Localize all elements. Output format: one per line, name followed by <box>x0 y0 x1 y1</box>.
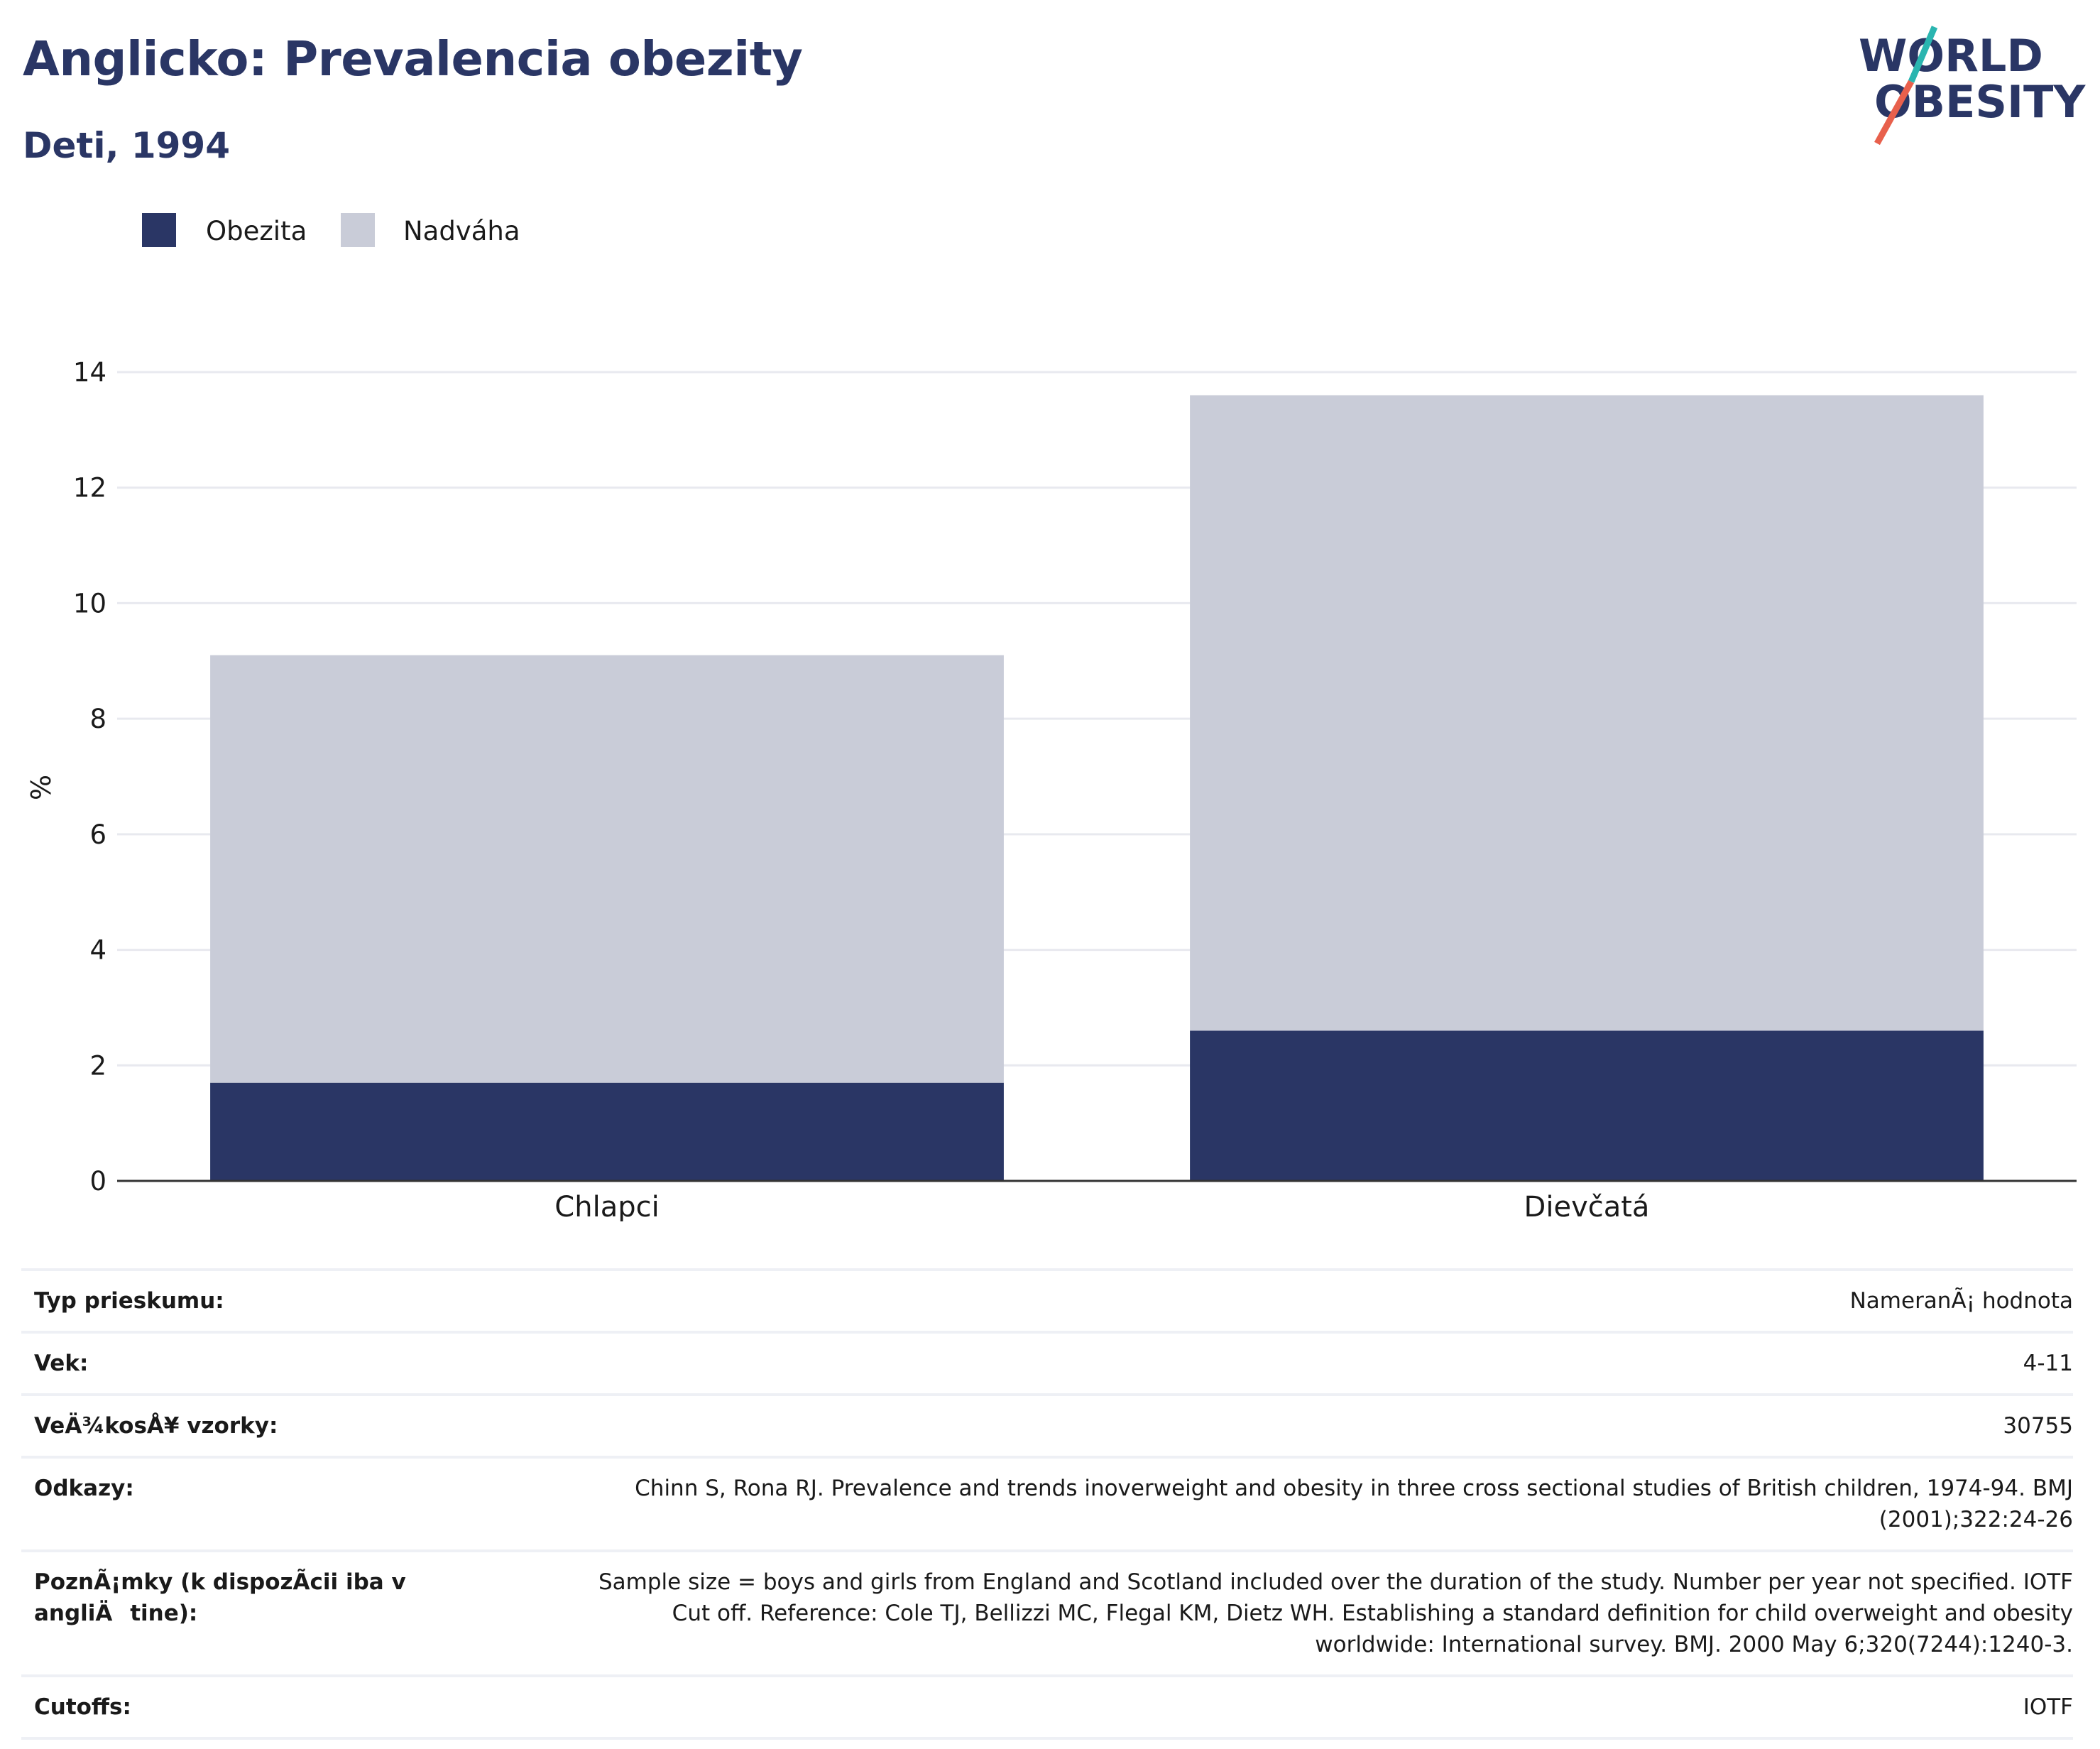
y-tick-label: 6 <box>89 819 106 850</box>
y-tick-label: 2 <box>89 1050 106 1081</box>
info-value: IOTF <box>2023 1694 2073 1720</box>
y-tick-label: 14 <box>73 357 106 388</box>
bar-nadvaha-0 <box>210 655 1004 1083</box>
info-row-sample-size: VeÄ¾kosÅ¥ vzorky: 30755 <box>21 1393 2073 1456</box>
info-value: NameranÃ¡ hodnota <box>1849 1288 2073 1314</box>
info-value: Chinn S, Rona RJ. Prevalence and trends … <box>635 1476 2073 1532</box>
x-tick-label: Chlapci <box>554 1191 659 1221</box>
info-label: Vek: <box>34 1351 89 1376</box>
info-row-notes: PoznÃ¡mky (k dispozÃ­cii iba v angliÄti… <box>21 1549 2073 1674</box>
logo-line-2: OBESITY <box>1874 76 2086 128</box>
bar-chart: 0 2 4 6 8 10 12 14 Chlapci Dievčatá <box>73 357 2077 1221</box>
info-label: PoznÃ¡mky (k dispozÃ­cii iba v angliÄti… <box>34 1569 406 1626</box>
info-value: 4-11 <box>2023 1351 2073 1376</box>
info-row-survey-type: Typ prieskumu: NameranÃ¡ hodnota <box>21 1268 2073 1331</box>
legend-label-nadvaha: Nadváha <box>403 216 520 246</box>
y-tick-label: 12 <box>73 473 106 503</box>
info-value: Sample size = boys and girls from Englan… <box>598 1569 2073 1657</box>
info-row-references: Odkazy: Chinn S, Rona RJ. Prevalence and… <box>21 1456 2073 1549</box>
legend-label-obezita: Obezita <box>206 216 307 246</box>
bar-nadvaha-1 <box>1190 395 1984 1031</box>
info-row-cutoffs: Cutoffs: IOTF <box>21 1674 2073 1740</box>
info-label: Typ prieskumu: <box>34 1288 224 1314</box>
logo-line-1: WORLD <box>1859 30 2043 82</box>
legend-swatch-nadvaha <box>341 213 375 247</box>
info-label: Cutoffs: <box>34 1694 131 1720</box>
logo-slash-coral <box>1874 80 1914 146</box>
logo-slash-teal <box>1908 26 1938 83</box>
page-title: Anglicko: Prevalencia obezity <box>23 31 803 87</box>
page-subtitle: Deti, 1994 <box>23 125 231 166</box>
y-tick-label: 10 <box>73 588 106 619</box>
y-tick-label: 8 <box>89 704 106 734</box>
world-obesity-logo: WORLD OBESITY <box>1859 26 2086 146</box>
legend-swatch-obezita <box>142 213 176 247</box>
info-table: Typ prieskumu: NameranÃ¡ hodnota Vek: 4-… <box>21 1268 2073 1740</box>
y-tick-label: 0 <box>89 1166 106 1197</box>
info-label: VeÄ¾kosÅ¥ vzorky: <box>34 1413 278 1439</box>
x-tick-label: Dievčatá <box>1524 1191 1650 1221</box>
info-row-age: Vek: 4-11 <box>21 1331 2073 1393</box>
info-value: 30755 <box>2003 1413 2073 1439</box>
bar-obezita-0 <box>210 1082 1004 1181</box>
y-tick-label: 4 <box>89 935 106 966</box>
info-label: Odkazy: <box>34 1476 134 1501</box>
bar-obezita-1 <box>1190 1030 1984 1181</box>
